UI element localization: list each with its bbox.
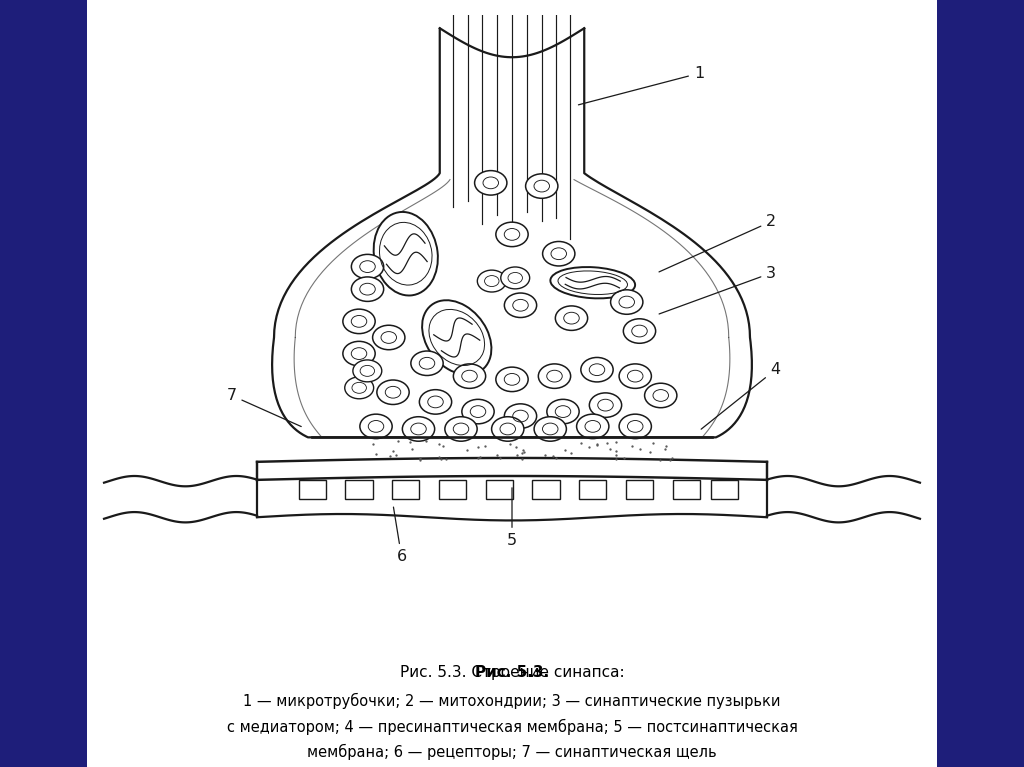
- Circle shape: [590, 393, 622, 417]
- Circle shape: [343, 341, 375, 366]
- Circle shape: [535, 416, 566, 441]
- Text: 7: 7: [226, 388, 301, 426]
- Text: Рис. 5.3. Строение синапса:: Рис. 5.3. Строение синапса:: [399, 665, 625, 680]
- Circle shape: [359, 414, 392, 439]
- Circle shape: [351, 255, 384, 279]
- Bar: [299, 480, 326, 499]
- Circle shape: [496, 222, 528, 247]
- Bar: [580, 480, 606, 499]
- Bar: [626, 480, 653, 499]
- Text: Рис. 5.3.: Рис. 5.3.: [475, 665, 549, 680]
- Text: с медиатором; 4 — пресинаптическая мембрана; 5 — постсинаптическая: с медиатором; 4 — пресинаптическая мембр…: [226, 719, 798, 735]
- Ellipse shape: [374, 212, 438, 295]
- Bar: [439, 480, 466, 499]
- Circle shape: [644, 384, 677, 408]
- Bar: [392, 480, 420, 499]
- Circle shape: [505, 293, 537, 318]
- Text: 1: 1: [579, 66, 705, 105]
- Circle shape: [492, 416, 524, 441]
- Circle shape: [462, 400, 495, 424]
- Circle shape: [345, 377, 374, 399]
- Text: 1 — микротрубочки; 2 — митохондрии; 3 — синаптические пузырьки: 1 — микротрубочки; 2 — митохондрии; 3 — …: [244, 693, 780, 709]
- Ellipse shape: [550, 267, 635, 298]
- Text: 5: 5: [507, 488, 517, 548]
- Circle shape: [577, 414, 609, 439]
- Circle shape: [501, 267, 529, 289]
- Bar: [711, 480, 738, 499]
- Circle shape: [477, 270, 506, 292]
- Circle shape: [525, 174, 558, 199]
- Circle shape: [543, 242, 574, 266]
- Circle shape: [610, 290, 643, 314]
- Circle shape: [474, 170, 507, 195]
- Circle shape: [402, 416, 434, 441]
- Circle shape: [351, 277, 384, 301]
- Circle shape: [581, 357, 613, 382]
- Text: 2: 2: [659, 214, 776, 272]
- Text: 6: 6: [393, 507, 407, 564]
- Circle shape: [539, 364, 570, 388]
- Circle shape: [620, 414, 651, 439]
- Circle shape: [411, 351, 443, 376]
- Circle shape: [555, 306, 588, 331]
- Circle shape: [454, 364, 485, 388]
- Circle shape: [377, 380, 410, 404]
- Text: 3: 3: [659, 265, 776, 314]
- Circle shape: [343, 309, 375, 334]
- Text: 4: 4: [701, 362, 780, 430]
- Bar: [87, 0, 937, 767]
- Circle shape: [505, 404, 537, 428]
- Circle shape: [547, 400, 580, 424]
- Ellipse shape: [422, 300, 492, 375]
- Circle shape: [420, 390, 452, 414]
- Bar: [485, 480, 513, 499]
- Circle shape: [373, 325, 404, 350]
- Polygon shape: [272, 28, 752, 437]
- Circle shape: [353, 360, 382, 382]
- Bar: [345, 480, 373, 499]
- Bar: [673, 480, 699, 499]
- Bar: [532, 480, 559, 499]
- Circle shape: [620, 364, 651, 388]
- Circle shape: [624, 319, 655, 344]
- Circle shape: [496, 367, 528, 392]
- Circle shape: [444, 416, 477, 441]
- Text: мембрана; 6 — рецепторы; 7 — синаптическая щель: мембрана; 6 — рецепторы; 7 — синаптическ…: [307, 744, 717, 760]
